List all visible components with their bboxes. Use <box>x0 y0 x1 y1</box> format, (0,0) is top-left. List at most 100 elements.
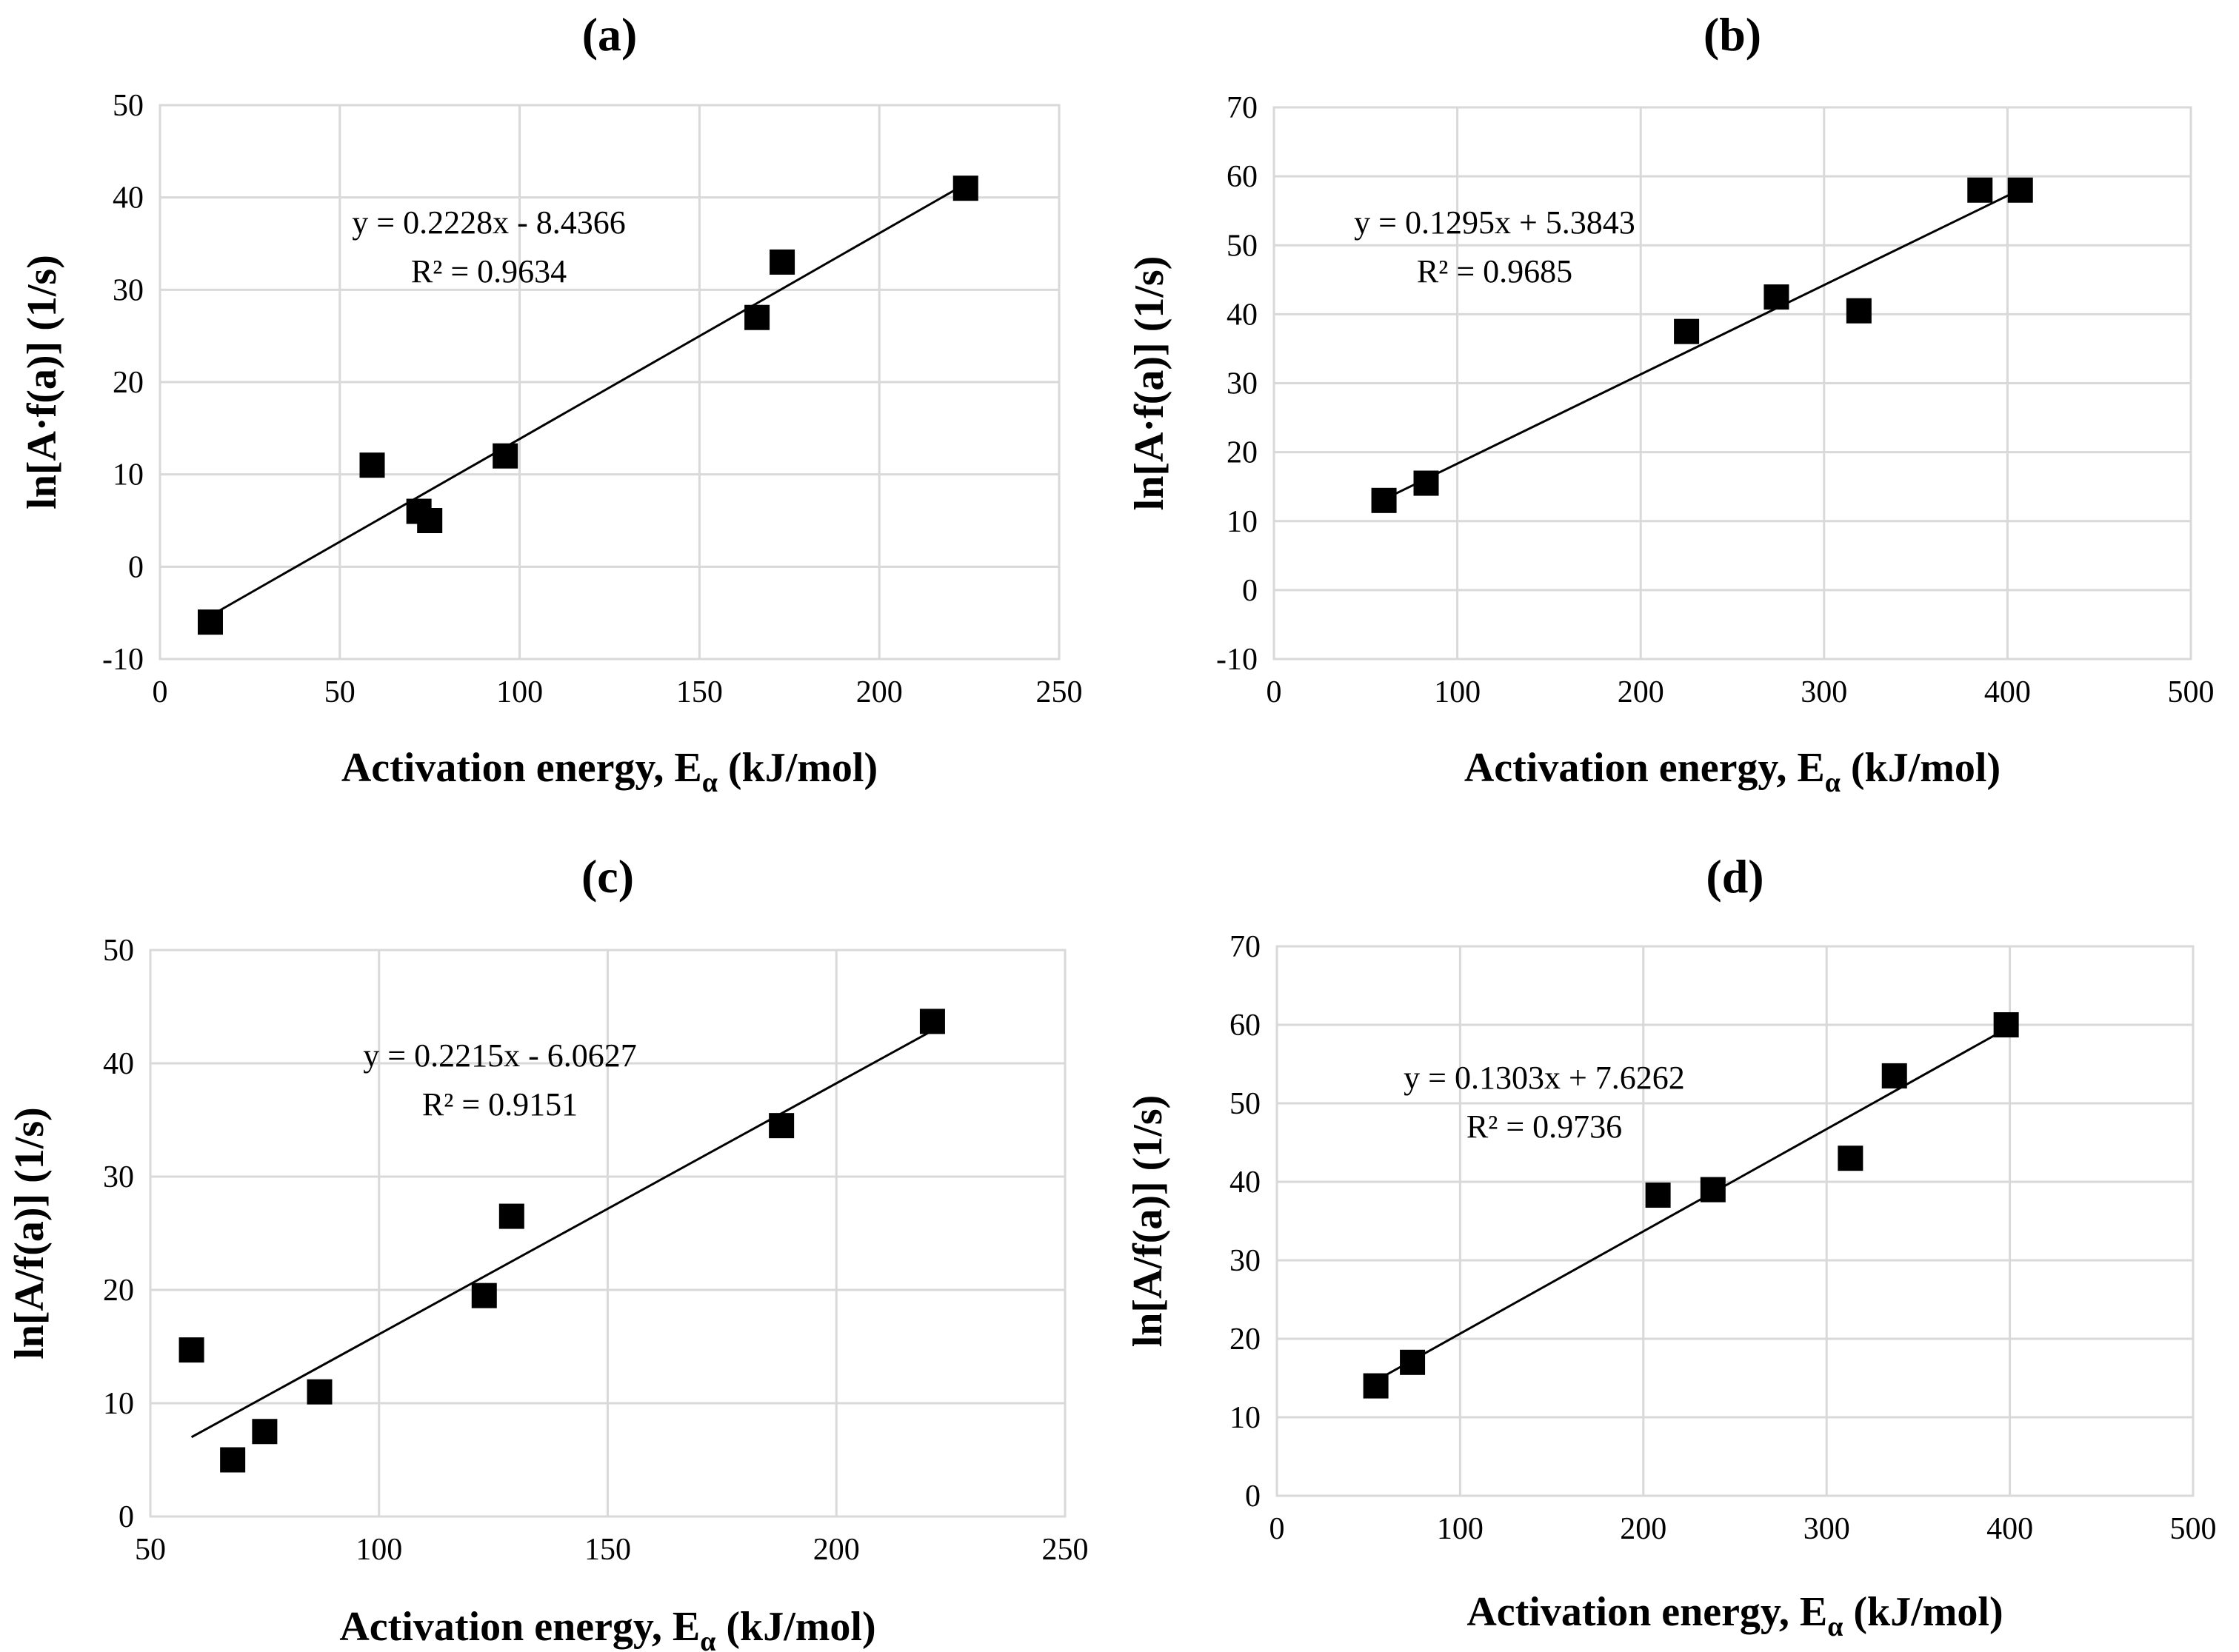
trendline <box>190 1029 933 1439</box>
x-tick-label: 300 <box>1801 675 1847 709</box>
trendline-equation: y = 0.2215x - 6.0627 <box>363 1037 636 1074</box>
y-tick-label: 60 <box>1227 160 1258 194</box>
y-tick-label: -10 <box>1216 643 1258 677</box>
x-tick-label: 0 <box>1269 1512 1285 1546</box>
x-tick-label: 500 <box>2170 1512 2217 1546</box>
plot-frame <box>159 104 1061 661</box>
data-point <box>770 249 795 275</box>
r-squared-label: R² = 0.9736 <box>1466 1108 1622 1145</box>
x-axis-label-unit: (kJ/mol) <box>1841 745 2001 791</box>
x-tick-label: 300 <box>1803 1512 1850 1546</box>
y-tick-label: 40 <box>1227 298 1258 332</box>
data-point <box>1371 487 1397 513</box>
trendline-equation: y = 0.2228x - 8.4366 <box>352 204 625 241</box>
y-tick-label: 10 <box>1229 1401 1261 1435</box>
data-point <box>1838 1146 1863 1171</box>
y-tick-label: 30 <box>103 1160 134 1194</box>
y-tick-label: 30 <box>1227 367 1258 401</box>
y-axis-label: ln[A/f(a)] (1/s) <box>7 1107 53 1360</box>
data-point <box>744 304 770 330</box>
x-tick-label: 50 <box>324 675 356 709</box>
x-tick-label: 500 <box>2168 675 2215 709</box>
data-point <box>1363 1373 1389 1399</box>
chart-panel-b: -10 0 10 20 30 40 50 60 70 0 100 200 300 400 500 (b) Act… <box>1127 8 2215 798</box>
y-tick-label: -10 <box>102 643 144 677</box>
data-point <box>417 508 443 533</box>
y-tick-label: 50 <box>1229 1087 1261 1121</box>
x-axis-label-main: Activation energy, E <box>1466 1589 1827 1635</box>
y-tick-label: 0 <box>1242 574 1258 608</box>
x-tick-label: 50 <box>135 1533 166 1567</box>
y-axis-label: ln[A·f(a)] (1/s) <box>1127 256 1172 511</box>
chart-panel-d: 0 10 20 30 40 50 60 70 0 100 200 300 400 500 (d) Activa… <box>1125 850 2217 1642</box>
x-tick-label: 200 <box>1618 675 1664 709</box>
data-point <box>1967 177 1993 203</box>
data-point <box>919 1009 945 1034</box>
data-point <box>1645 1183 1671 1208</box>
data-point <box>1674 318 1700 344</box>
data-point <box>1993 1012 2019 1037</box>
panel-title: (c) <box>581 850 634 903</box>
data-point <box>359 452 385 478</box>
y-tick-label: 20 <box>103 1274 134 1308</box>
x-tick-label: 150 <box>584 1533 631 1567</box>
data-point <box>252 1419 278 1445</box>
x-tick-label: 0 <box>1267 675 1282 709</box>
trendline-equation: y = 0.1303x + 7.6262 <box>1404 1060 1685 1096</box>
data-point <box>1881 1063 1907 1088</box>
x-tick-label: 400 <box>1984 675 2031 709</box>
x-tick-label: 200 <box>1620 1512 1666 1546</box>
x-tick-label: 0 <box>153 675 168 709</box>
y-tick-label: 70 <box>1229 930 1261 964</box>
data-point <box>307 1379 333 1405</box>
y-tick-label: 40 <box>1229 1166 1261 1200</box>
y-tick-label: 0 <box>128 550 144 584</box>
x-axis-label-main: Activation energy, E <box>1464 745 1825 791</box>
r-squared-label: R² = 0.9151 <box>422 1086 578 1123</box>
data-point <box>952 175 978 201</box>
trendline <box>210 183 967 617</box>
x-axis-label-unit: (kJ/mol) <box>718 745 878 791</box>
data-point <box>498 1203 524 1229</box>
r-squared-label: R² = 0.9634 <box>411 253 567 290</box>
y-tick-label: 10 <box>1227 505 1258 539</box>
data-point <box>220 1447 246 1473</box>
x-axis-label-main: Activation energy, E <box>341 745 702 791</box>
x-tick-label: 250 <box>1042 1533 1089 1567</box>
y-tick-label: 30 <box>113 273 144 307</box>
trendline <box>1383 188 2021 501</box>
x-tick-label: 100 <box>1437 1512 1484 1546</box>
data-point <box>197 609 223 635</box>
y-tick-label: 40 <box>113 181 144 215</box>
x-tick-label: 100 <box>496 675 543 709</box>
y-tick-label: 10 <box>103 1387 134 1421</box>
x-axis-label: Activation energy, Eα (kJ/mol) <box>341 745 878 798</box>
trendline-equation: y = 0.1295x + 5.3843 <box>1354 204 1635 241</box>
x-axis-label: Activation energy, Eα (kJ/mol) <box>1464 745 2001 798</box>
panel-title: (b) <box>1704 8 1761 61</box>
y-axis-label: ln[A·f(a)] (1/s) <box>19 255 65 509</box>
x-axis-label-subscript: α <box>702 767 718 798</box>
x-axis-label-subscript: α <box>700 1626 715 1652</box>
x-axis-label: Activation energy, Eα (kJ/mol) <box>1466 1589 2003 1642</box>
x-tick-label: 200 <box>813 1533 860 1567</box>
y-tick-label: 20 <box>113 366 144 400</box>
data-point <box>2007 177 2033 203</box>
x-tick-label: 150 <box>676 675 723 709</box>
data-point <box>1400 1349 1426 1375</box>
y-tick-label: 50 <box>113 89 144 123</box>
y-tick-label: 20 <box>1227 436 1258 470</box>
y-tick-label: 0 <box>119 1500 134 1534</box>
x-axis-label-subscript: α <box>1825 767 1841 798</box>
x-tick-label: 250 <box>1036 675 1083 709</box>
panel-title: (a) <box>582 8 638 61</box>
data-point <box>178 1337 204 1363</box>
data-point <box>493 443 518 469</box>
y-tick-label: 20 <box>1229 1322 1261 1357</box>
x-tick-label: 100 <box>356 1533 402 1567</box>
chart-panel-c: 0 10 20 30 40 50 50 100 150 200 250 (c) Activation e… <box>7 850 1089 1652</box>
plot-frame <box>149 949 1067 1518</box>
x-tick-label: 100 <box>1434 675 1481 709</box>
y-tick-label: 60 <box>1229 1009 1261 1043</box>
